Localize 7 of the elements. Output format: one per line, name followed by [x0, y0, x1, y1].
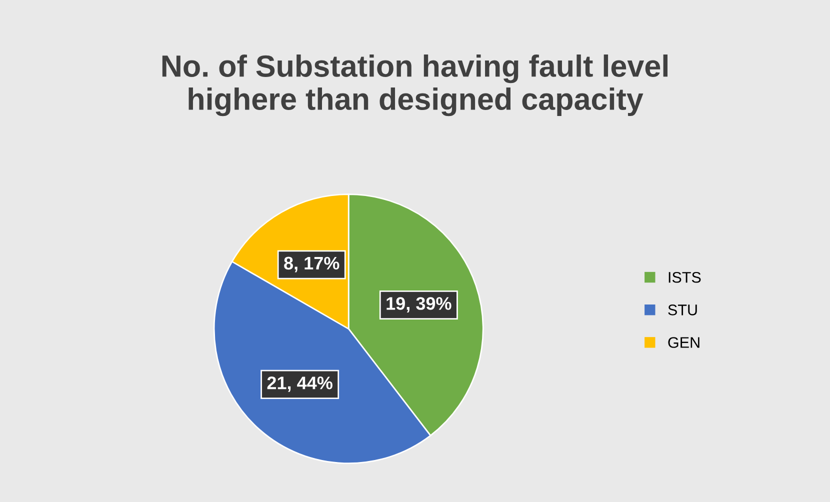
data-label: 21, 44%	[267, 376, 332, 392]
chart-title: No. of Substation having fault level highere than designed capacity	[162, 54, 668, 116]
legend-label: STU	[668, 304, 697, 316]
legend-label: ISTS	[668, 272, 701, 283]
data-label: 19, 39%	[386, 297, 452, 312]
data-label: 8, 17%	[284, 256, 340, 272]
legend-label: GEN	[668, 337, 700, 348]
